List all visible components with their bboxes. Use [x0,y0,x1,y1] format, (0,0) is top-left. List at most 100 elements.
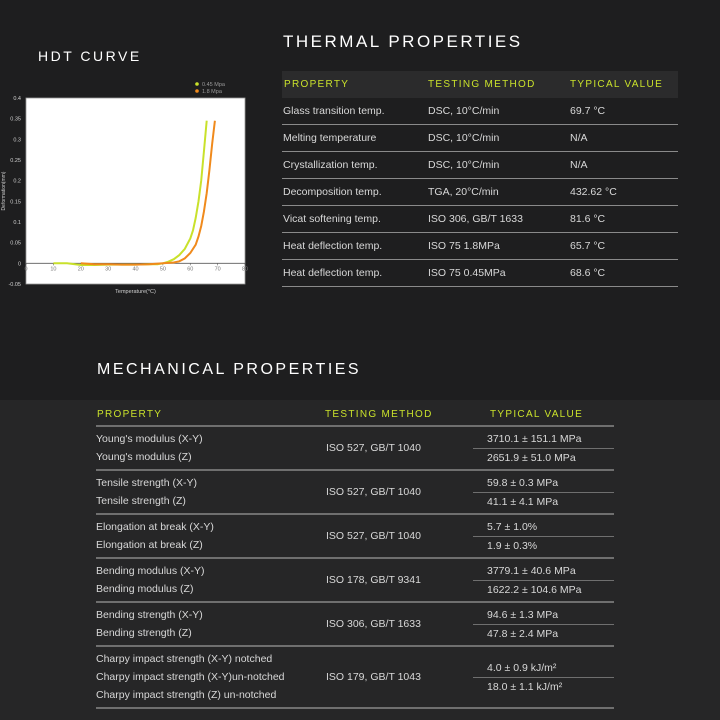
group-values: 3710.1 ± 151.1 MPa 2651.9 ± 51.0 MPa [473,430,614,466]
x-axis-label: Temperature(°C) [115,289,156,295]
value-cell: N/A [570,132,588,144]
method-cell: TGA, 20°C/min [428,186,499,198]
x-tick-label: 0 [24,266,27,272]
table-row: Melting temperature DSC, 10°C/min N/A [282,125,678,152]
typical-value: 5.7 ± 1.0% [487,521,538,533]
group-properties: Elongation at break (X-Y) Elongation at b… [96,518,325,554]
header-testing-method: TESTING METHOD [428,79,536,90]
y-tick-label: 0.35 [10,117,21,123]
method-cell: ISO 306, GB/T 1633 [428,213,523,225]
value-cell: 68.6 °C [570,267,606,279]
x-tick-label: 10 [50,266,56,272]
group-values: 3779.1 ± 40.6 MPa 1622.2 ± 104.6 MPa [473,562,614,598]
x-tick-label: 80 [242,266,248,272]
method-cell: ISO 75 0.45MPa [428,267,506,279]
legend-marker [195,89,199,93]
mechanical-table-header: PROPERTY TESTING METHOD TYPICAL VALUE [96,403,614,425]
group-properties: Bending strength (X-Y) Bending strength (… [96,606,325,642]
y-tick-label: 0.1 [13,220,21,226]
table-row: Crystallization temp. DSC, 10°C/min N/A [282,152,678,179]
property-name: Young's modulus (X-Y) [96,433,203,445]
value-cell: N/A [570,159,588,171]
property-name: Bending modulus (Z) [96,583,194,595]
property-cell: Heat deflection temp. [283,240,383,252]
group-values: 4.0 ± 0.9 kJ/m² 18.0 ± 1.1 kJ/m² [473,659,614,695]
x-tick-label: 40 [132,266,138,272]
typical-value: 1.9 ± 0.3% [473,536,614,554]
legend-label: 1.8 Mpa [202,89,223,95]
table-row: Vicat softening temp. ISO 306, GB/T 1633 8… [282,206,678,233]
header-testing-method: TESTING METHOD [325,408,433,420]
property-group: Young's modulus (X-Y) Young's modulus (Z)… [96,425,614,469]
thermal-table-header: PROPERTY TESTING METHOD TYPICAL VALUE [282,71,678,98]
y-tick-label: 0.25 [10,158,21,164]
property-group: Bending strength (X-Y) Bending strength (… [96,601,614,645]
value-cell: 65.7 °C [570,240,606,252]
typical-value: 4.0 ± 0.9 kJ/m² [487,662,557,674]
property-group: Elongation at break (X-Y) Elongation at b… [96,513,614,557]
property-group: Bending modulus (X-Y) Bending modulus (Z)… [96,557,614,601]
table-row: Heat deflection temp. ISO 75 1.8MPa 65.7 °… [282,233,678,260]
method-cell: DSC, 10°C/min [428,105,500,117]
typical-value: 94.6 ± 1.3 MPa [487,609,559,621]
x-tick-label: 50 [160,266,166,272]
typical-value: 3779.1 ± 40.6 MPa [487,565,576,577]
group-properties: Tensile strength (X-Y) Tensile strength (… [96,474,325,510]
legend-marker [195,82,199,86]
x-tick-label: 30 [105,266,111,272]
typical-value: 18.0 ± 1.1 kJ/m² [473,677,614,695]
thermal-properties-heading: THERMAL PROPERTIES [283,32,523,51]
y-tick-label: 0.4 [13,96,21,102]
table-row: Glass transition temp. DSC, 10°C/min 69.7 … [282,98,678,125]
group-properties: Young's modulus (X-Y) Young's modulus (Z) [96,430,325,466]
property-name: Elongation at break (X-Y) [96,521,214,533]
property-group: Tensile strength (X-Y) Tensile strength (… [96,469,614,513]
testing-method: ISO 178, GB/T 9341 [326,574,421,586]
legend-label: 0.45 Mpa [202,82,226,88]
typical-value: 2651.9 ± 51.0 MPa [473,448,614,466]
y-tick-label: 0 [18,261,21,267]
property-name: Elongation at break (Z) [96,539,203,551]
property-name: Charpy impact strength (X-Y) notched [96,653,273,665]
property-cell: Decomposition temp. [283,186,382,198]
property-name: Bending modulus (X-Y) [96,565,205,577]
testing-method: ISO 179, GB/T 1043 [326,671,421,683]
value-cell: 81.6 °C [570,213,606,225]
series-line-1 [80,120,216,266]
group-properties: Charpy impact strength (X-Y) notched Char… [96,650,325,704]
hdt-chart: 0.4 0.35 0.3 0.25 0.2 0.15 0.1 0.05 0 -0.05 0 10 20 3… [1,82,248,295]
header-property: PROPERTY [284,79,350,90]
table-row: Decomposition temp. TGA, 20°C/min 432.62 °… [282,179,678,206]
property-name: Young's modulus (Z) [96,451,192,463]
mechanical-properties-heading: MECHANICAL PROPERTIES [97,361,362,378]
y-tick-label: -0.05 [8,282,21,288]
property-cell: Vicat softening temp. [283,213,381,225]
mechanical-section-background [0,400,720,720]
group-values: 94.6 ± 1.3 MPa 47.8 ± 2.4 MPa [473,606,614,642]
group-values: 59.8 ± 0.3 MPa 41.1 ± 4.1 MPa [473,474,614,510]
property-name: Tensile strength (X-Y) [96,477,197,489]
y-axis-label: Deformation(mm) [1,171,7,210]
group-values: 5.7 ± 1.0% 1.9 ± 0.3% [473,518,614,554]
typical-value: 1622.2 ± 104.6 MPa [473,580,614,598]
property-name: Bending strength (Z) [96,627,192,639]
testing-method: ISO 306, GB/T 1633 [326,618,421,630]
y-tick-label: 0.2 [13,179,21,185]
typical-value: 3710.1 ± 151.1 MPa [487,433,582,445]
header-property: PROPERTY [97,408,163,420]
property-name: Bending strength (X-Y) [96,609,203,621]
header-typical-value: TYPICAL VALUE [490,408,584,420]
property-cell: Heat deflection temp. [283,267,383,279]
plot-area [25,97,246,285]
thermal-properties-table: PROPERTY TESTING METHOD TYPICAL VALUE Gl… [282,71,678,287]
property-cell: Glass transition temp. [283,105,385,117]
property-cell: Crystallization temp. [283,159,378,171]
y-tick-label: 0.3 [13,137,21,143]
group-properties: Bending modulus (X-Y) Bending modulus (Z) [96,562,325,598]
y-tick-label: 0.15 [10,199,21,205]
property-group: Charpy impact strength (X-Y) notched Char… [96,645,614,709]
typical-value: 59.8 ± 0.3 MPa [487,477,559,489]
mechanical-properties-table: PROPERTY TESTING METHOD TYPICAL VALUE Yo… [96,403,614,709]
y-tick-label: 0.05 [10,241,21,247]
testing-method: ISO 527, GB/T 1040 [326,530,421,542]
